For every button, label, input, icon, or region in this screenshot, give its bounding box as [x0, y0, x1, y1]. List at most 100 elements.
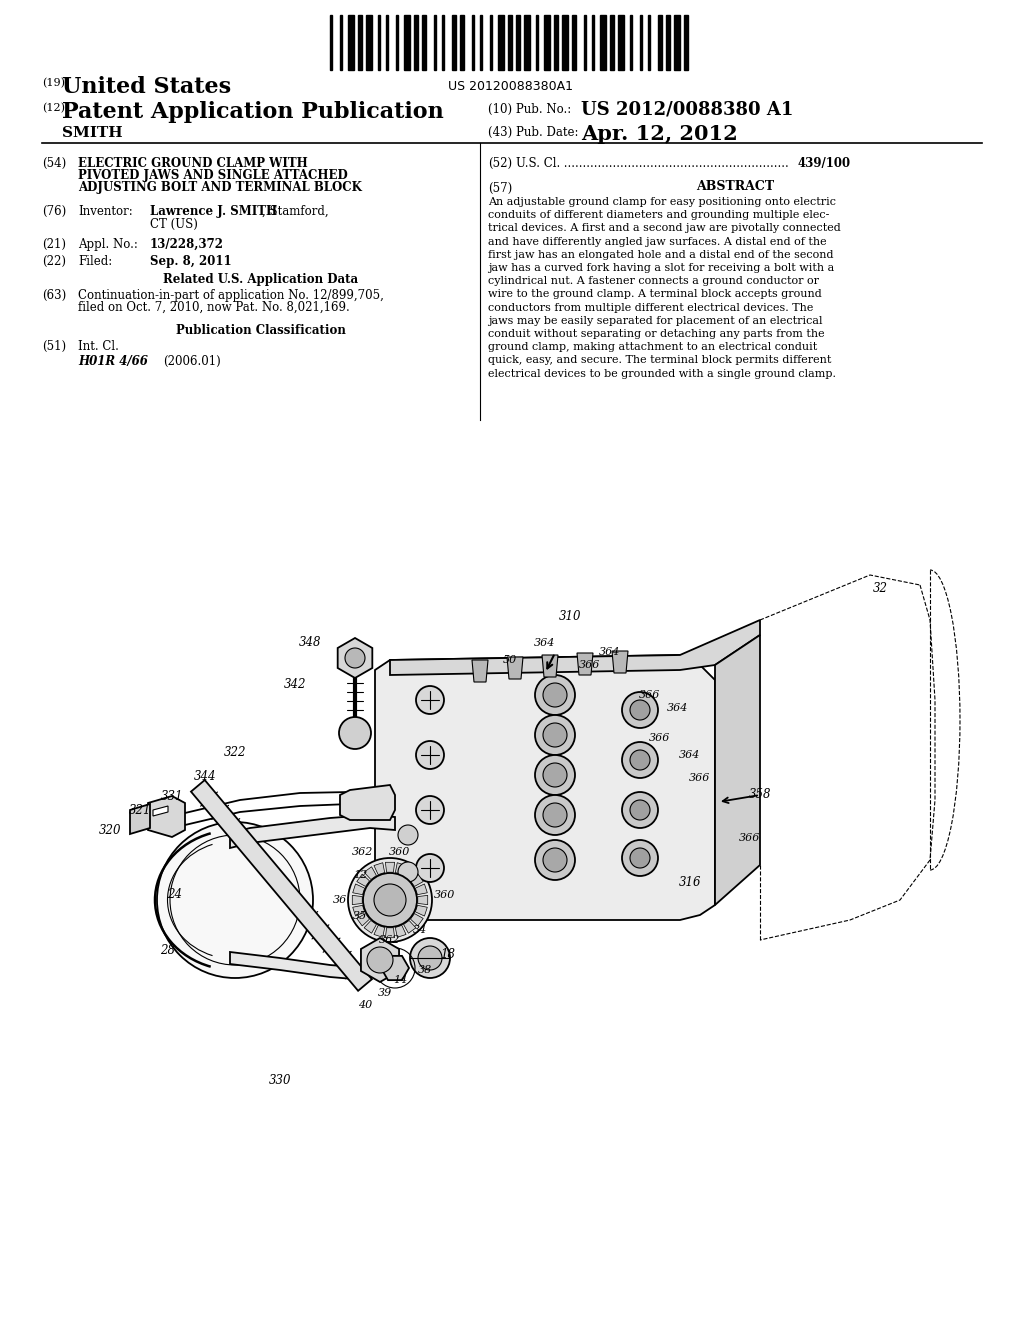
- Bar: [404, 15, 410, 70]
- Circle shape: [630, 700, 650, 719]
- Bar: [516, 15, 520, 70]
- Text: 362: 362: [379, 935, 400, 945]
- Text: 330: 330: [268, 1073, 291, 1086]
- Polygon shape: [374, 925, 385, 937]
- Text: 331: 331: [161, 789, 183, 803]
- Text: US 2012/0088380 A1: US 2012/0088380 A1: [581, 102, 794, 119]
- Text: 310: 310: [559, 610, 582, 623]
- Text: 18: 18: [440, 949, 456, 961]
- Text: jaws may be easily separated for placement of an electrical: jaws may be easily separated for placeme…: [488, 315, 822, 326]
- Circle shape: [535, 715, 575, 755]
- Bar: [640, 15, 642, 70]
- Circle shape: [416, 686, 444, 714]
- Circle shape: [157, 822, 313, 978]
- Polygon shape: [365, 920, 377, 933]
- Text: 360: 360: [434, 890, 456, 900]
- Polygon shape: [416, 906, 427, 916]
- Bar: [630, 15, 632, 70]
- Text: 364: 364: [679, 750, 700, 760]
- Text: 362: 362: [352, 847, 374, 857]
- Bar: [572, 15, 575, 70]
- Bar: [358, 15, 362, 70]
- Circle shape: [630, 847, 650, 869]
- Circle shape: [543, 682, 567, 708]
- Text: (57): (57): [488, 182, 512, 195]
- Circle shape: [362, 873, 417, 927]
- Polygon shape: [352, 895, 362, 904]
- Circle shape: [535, 795, 575, 836]
- Text: quick, easy, and secure. The terminal block permits different: quick, easy, and secure. The terminal bl…: [488, 355, 831, 366]
- Text: (19): (19): [42, 78, 65, 88]
- Text: Filed:: Filed:: [78, 255, 113, 268]
- Polygon shape: [153, 807, 168, 816]
- Polygon shape: [352, 884, 365, 895]
- Text: Patent Application Publication: Patent Application Publication: [62, 102, 443, 123]
- Bar: [544, 15, 550, 70]
- Text: 366: 366: [739, 833, 761, 843]
- Text: conduit without separating or detaching any parts from the: conduit without separating or detaching …: [488, 329, 824, 339]
- Text: SMITH: SMITH: [62, 125, 123, 140]
- Polygon shape: [472, 660, 488, 682]
- Text: Int. Cl.: Int. Cl.: [78, 341, 119, 352]
- Bar: [472, 15, 474, 70]
- Polygon shape: [381, 956, 409, 981]
- Text: United States: United States: [62, 77, 231, 98]
- Text: 50: 50: [503, 655, 517, 665]
- Text: 32: 32: [872, 582, 888, 594]
- Text: 348: 348: [299, 636, 322, 649]
- Polygon shape: [230, 952, 365, 979]
- Polygon shape: [80, 450, 961, 1270]
- Bar: [460, 15, 464, 70]
- Text: Lawrence J. SMITH: Lawrence J. SMITH: [150, 205, 278, 218]
- Text: 366: 366: [580, 660, 601, 671]
- Circle shape: [622, 742, 658, 777]
- Circle shape: [543, 723, 567, 747]
- Circle shape: [543, 763, 567, 787]
- Polygon shape: [360, 939, 399, 982]
- Polygon shape: [340, 785, 395, 820]
- Circle shape: [398, 862, 418, 882]
- Text: (76): (76): [42, 205, 67, 218]
- Polygon shape: [411, 913, 423, 925]
- Text: (51): (51): [42, 341, 67, 352]
- Bar: [666, 15, 670, 70]
- Polygon shape: [612, 651, 628, 673]
- Circle shape: [622, 792, 658, 828]
- Circle shape: [630, 750, 650, 770]
- Polygon shape: [395, 863, 407, 875]
- Text: CT (US): CT (US): [150, 218, 198, 231]
- Text: electrical devices to be grounded with a single ground clamp.: electrical devices to be grounded with a…: [488, 368, 836, 379]
- Text: 14: 14: [393, 975, 408, 985]
- Polygon shape: [418, 895, 428, 904]
- Polygon shape: [374, 863, 385, 875]
- Bar: [414, 15, 418, 70]
- Circle shape: [543, 803, 567, 828]
- Circle shape: [622, 840, 658, 876]
- Text: (10) Pub. No.:: (10) Pub. No.:: [488, 103, 571, 116]
- Circle shape: [630, 800, 650, 820]
- Bar: [610, 15, 614, 70]
- Text: ground clamp, making attachment to an electrical conduit: ground clamp, making attachment to an el…: [488, 342, 817, 352]
- Polygon shape: [130, 804, 150, 834]
- Text: 364: 364: [535, 638, 556, 648]
- Polygon shape: [385, 928, 394, 937]
- Polygon shape: [395, 925, 407, 937]
- Text: 439/100: 439/100: [798, 157, 851, 170]
- Bar: [684, 15, 688, 70]
- Text: 35: 35: [353, 911, 368, 921]
- Bar: [442, 15, 444, 70]
- Text: 342: 342: [284, 678, 306, 692]
- Polygon shape: [390, 620, 760, 675]
- Polygon shape: [356, 874, 370, 887]
- Text: ............................................................: ........................................…: [560, 157, 788, 170]
- Polygon shape: [403, 867, 416, 879]
- Circle shape: [410, 939, 450, 978]
- Bar: [536, 15, 538, 70]
- Polygon shape: [403, 920, 416, 933]
- Text: U.S. Cl.: U.S. Cl.: [516, 157, 560, 170]
- Text: PIVOTED JAWS AND SINGLE ATTACHED: PIVOTED JAWS AND SINGLE ATTACHED: [78, 169, 348, 182]
- Text: (2006.01): (2006.01): [163, 355, 221, 368]
- Polygon shape: [352, 906, 365, 916]
- Bar: [480, 15, 482, 70]
- Polygon shape: [507, 657, 523, 678]
